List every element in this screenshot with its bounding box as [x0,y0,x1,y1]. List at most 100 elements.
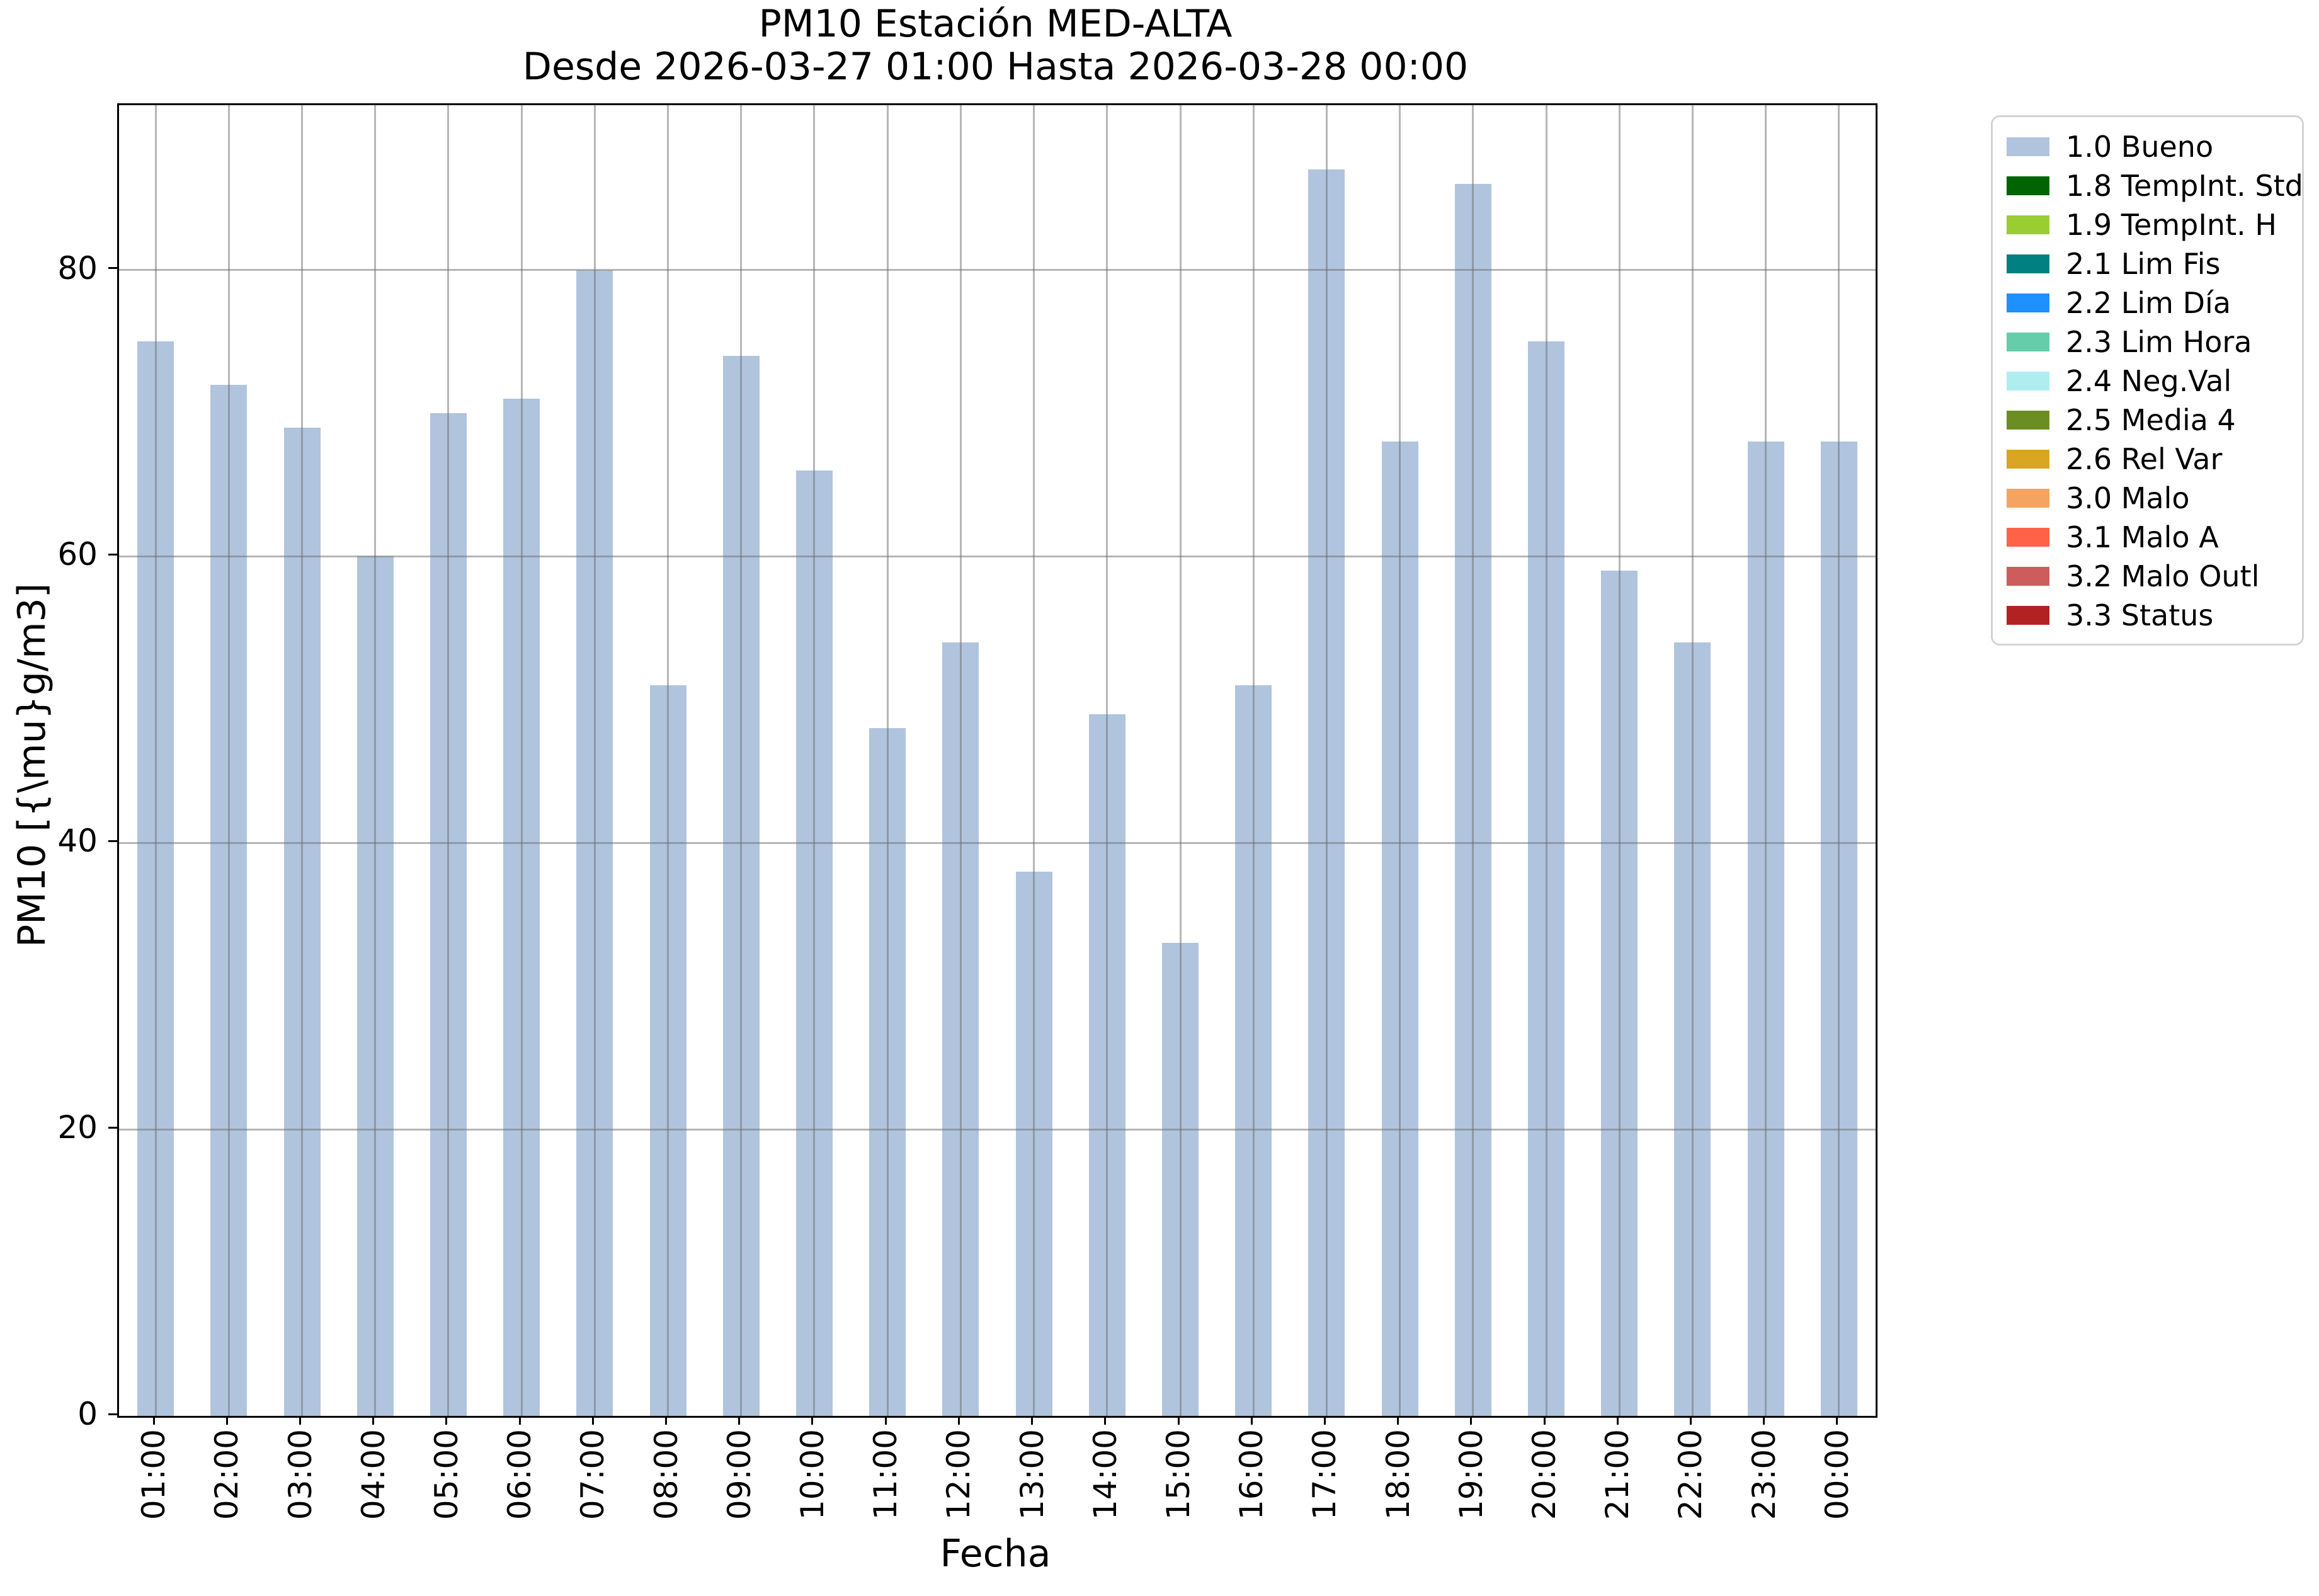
legend-label: 2.5 Media 4 [2066,403,2236,437]
vertical-gridline [740,105,743,1416]
vertical-gridline [374,105,377,1416]
legend-swatch-icon [2007,450,2049,469]
legend-row: 3.2 Malo Outl [2007,557,2293,596]
legend-swatch-icon [2007,294,2049,312]
vertical-gridline [227,105,230,1416]
legend-label: 1.0 Bueno [2066,130,2214,164]
x-tick-mark [591,1416,594,1425]
legend-swatch-icon [2007,489,2049,508]
legend-label: 1.8 TempInt. Std [2066,169,2303,203]
horizontal-gridline [119,555,1876,557]
legend-row: 2.1 Lim Fis [2007,244,2293,283]
x-tick-label: 15:00 [1160,1429,1197,1520]
x-tick-label: 22:00 [1672,1429,1709,1520]
y-tick-label: 0 [77,1396,98,1432]
x-tick-mark [299,1416,302,1425]
x-tick-label: 18:00 [1379,1429,1416,1520]
legend-row: 3.1 Malo A [2007,518,2293,557]
legend-row: 2.6 Rel Var [2007,440,2293,479]
x-tick-mark [1836,1416,1838,1425]
legend-label: 3.0 Malo [2066,481,2190,515]
legend-row: 2.3 Lim Hora [2007,322,2293,362]
chart-title-line1: PM10 Estación MED-ALTA [758,2,1233,46]
vertical-gridline [520,105,523,1416]
y-tick-label: 80 [57,249,98,287]
x-tick-label: 05:00 [428,1429,465,1520]
x-tick-mark [445,1416,448,1425]
x-tick-mark [1689,1416,1692,1425]
x-tick-mark [1543,1416,1546,1425]
horizontal-gridline [119,841,1876,844]
horizontal-gridline [119,1128,1876,1131]
legend-label: 3.1 Malo A [2066,520,2219,554]
x-tick-mark [1470,1416,1473,1425]
x-tick-label: 16:00 [1233,1429,1270,1520]
legend-swatch-icon [2007,606,2049,625]
vertical-gridline [1765,105,1767,1416]
vertical-gridline [1033,105,1035,1416]
legend-swatch-icon [2007,215,2049,234]
x-tick-label: 17:00 [1306,1429,1343,1520]
x-tick-label: 00:00 [1818,1429,1855,1520]
chart-title-line2: Desde 2026-03-27 01:00 Hasta 2026-03-28 … [522,45,1469,89]
y-tick-mark [108,1126,117,1129]
legend-row: 2.4 Neg.Val [2007,362,2293,401]
legend-swatch-icon [2007,137,2049,156]
chart-title: PM10 Estación MED-ALTA Desde 2026-03-27 … [117,3,1874,88]
legend-row: 2.5 Media 4 [2007,401,2293,440]
legend-row: 3.0 Malo [2007,479,2293,518]
legend-row: 3.3 Status [2007,596,2293,635]
x-tick-label: 12:00 [940,1429,977,1520]
x-tick-label: 01:00 [135,1429,173,1520]
vertical-gridline [959,105,962,1416]
vertical-gridline [1325,105,1328,1416]
y-tick-mark [108,267,117,270]
x-tick-mark [518,1416,521,1425]
legend-label: 2.1 Lim Fis [2066,247,2221,281]
legend-box: 1.0 Bueno 1.8 TempInt. Std 1.9 TempInt. H 2… [1991,115,2304,646]
x-tick-mark [957,1416,960,1425]
vertical-gridline [1545,105,1547,1416]
x-tick-label: 04:00 [355,1429,392,1520]
x-tick-mark [1250,1416,1253,1425]
legend-label: 3.3 Status [2066,598,2214,632]
legend-label: 2.4 Neg.Val [2066,364,2232,398]
legend-swatch-icon [2007,333,2049,351]
horizontal-gridline [119,269,1876,271]
plot-area [117,103,1877,1418]
legend-row: 1.0 Bueno [2007,127,2293,166]
legend-label: 3.2 Malo Outl [2066,559,2260,593]
x-tick-mark [1031,1416,1034,1425]
vertical-gridline [1399,105,1401,1416]
x-tick-label: 09:00 [721,1429,758,1520]
x-tick-mark [1177,1416,1180,1425]
x-tick-label: 07:00 [574,1429,612,1520]
x-tick-mark [1763,1416,1765,1425]
y-tick-label: 40 [57,823,98,860]
legend-swatch-icon [2007,254,2049,273]
legend-label: 2.3 Lim Hora [2066,325,2252,359]
legend-label: 2.2 Lim Día [2066,286,2231,320]
vertical-gridline [1472,105,1474,1416]
vertical-gridline [1106,105,1108,1416]
x-tick-mark [884,1416,887,1425]
legend-swatch-icon [2007,411,2049,430]
x-tick-mark [152,1416,155,1425]
x-tick-mark [372,1416,375,1425]
vertical-gridline [1618,105,1621,1416]
legend-swatch-icon [2007,176,2049,195]
x-tick-label: 13:00 [1013,1429,1051,1520]
vertical-gridline [447,105,450,1416]
x-tick-label: 02:00 [208,1429,246,1520]
vertical-gridline [1252,105,1255,1416]
vertical-gridline [154,105,157,1416]
x-tick-mark [1323,1416,1326,1425]
x-tick-label: 11:00 [867,1429,904,1520]
legend-swatch-icon [2007,567,2049,586]
x-tick-label: 06:00 [501,1429,538,1520]
y-tick-mark [108,1413,117,1415]
x-tick-label: 10:00 [794,1429,831,1520]
vertical-gridline [813,105,816,1416]
x-tick-label: 19:00 [1452,1429,1490,1520]
